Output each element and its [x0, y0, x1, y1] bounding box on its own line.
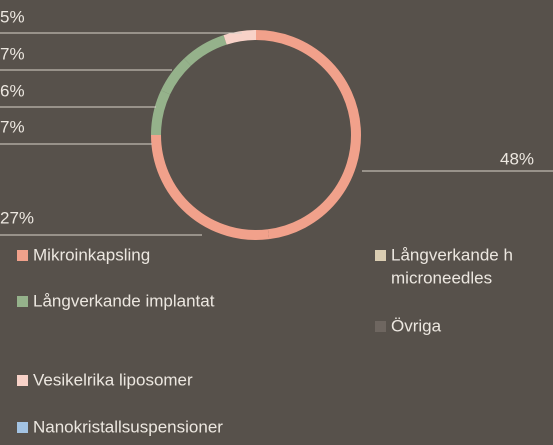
slice-label: 7%	[0, 44, 25, 63]
legend-swatch	[17, 422, 28, 433]
legend-label: Långverkande implantat	[33, 291, 215, 310]
legend-swatch	[17, 250, 28, 261]
legend-swatch	[375, 321, 386, 332]
slice-label: 48%	[500, 149, 534, 168]
donut-slice	[255, 30, 361, 240]
donut-slice	[184, 35, 227, 66]
legend-label: Nanokristallsuspensioner	[33, 417, 223, 436]
legend-label: Övriga	[391, 316, 442, 335]
legend-label: Vesikelrika liposomer	[33, 370, 193, 389]
slice-label: 5%	[0, 7, 25, 26]
slice-label: 6%	[0, 81, 25, 100]
legend-label: microneedles	[391, 268, 492, 287]
slice-label: 27%	[0, 208, 34, 227]
legend-label: Långverkande h	[391, 245, 513, 264]
slice-label: 7%	[0, 117, 25, 136]
legend-label: Mikroinkapsling	[33, 245, 150, 264]
donut-slice	[223, 30, 257, 45]
donut-slice	[160, 58, 192, 95]
legend-swatch	[17, 296, 28, 307]
donut-slice	[151, 90, 171, 136]
legend-swatch	[375, 250, 386, 261]
legend-swatch	[17, 375, 28, 386]
donut-slice	[151, 134, 270, 240]
